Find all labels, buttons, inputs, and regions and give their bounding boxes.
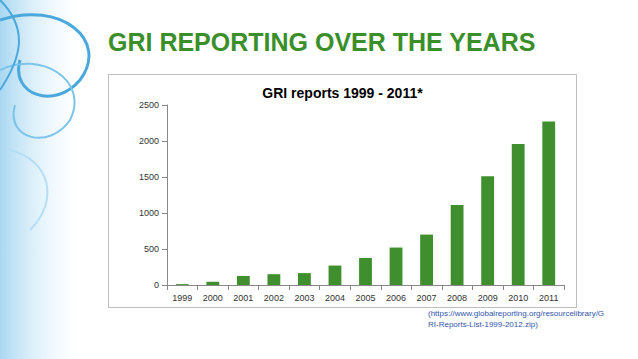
html-text:(https://www.globalreporting.o: (https://www.globalreporting.org/resourc… xyxy=(428,309,605,318)
svg-text:2005: 2005 xyxy=(355,293,375,303)
svg-text:2006: 2006 xyxy=(386,293,406,303)
svg-text:2011: 2011 xyxy=(539,293,558,303)
svg-text:2500: 2500 xyxy=(139,100,159,110)
svg-text:2004: 2004 xyxy=(325,293,345,303)
svg-text:0: 0 xyxy=(154,280,159,290)
svg-text:500: 500 xyxy=(144,244,159,254)
html-text:RI-Reports-List-1999-2012.zip): RI-Reports-List-1999-2012.zip) xyxy=(428,320,538,329)
svg-text:2007: 2007 xyxy=(417,293,437,303)
svg-text:2000: 2000 xyxy=(203,293,223,303)
svg-text:2009: 2009 xyxy=(478,293,498,303)
html-text:GRI REPORTING OVER THE YEARS: GRI REPORTING OVER THE YEARS xyxy=(108,28,536,56)
svg-text:2010: 2010 xyxy=(508,293,528,303)
svg-text:2000: 2000 xyxy=(139,136,159,146)
svg-text:2008: 2008 xyxy=(447,293,467,303)
svg-text:1500: 1500 xyxy=(139,172,159,182)
svg-text:GRI reports 1999 - 2011*: GRI reports 1999 - 2011* xyxy=(262,85,423,101)
svg-text:1999: 1999 xyxy=(172,293,192,303)
svg-text:2001: 2001 xyxy=(233,293,253,303)
svg-text:2002: 2002 xyxy=(264,293,284,303)
svg-text:1000: 1000 xyxy=(139,208,159,218)
svg-text:2003: 2003 xyxy=(294,293,314,303)
